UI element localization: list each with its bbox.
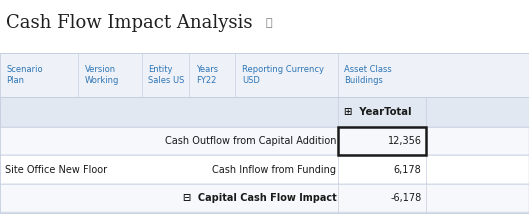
Text: Cash Inflow from Funding: Cash Inflow from Funding [213,165,336,175]
Bar [0,97,529,127]
Text: -6,178: -6,178 [390,193,422,203]
Text: Entity
Sales US: Entity Sales US [148,65,185,85]
Text: Asset Class
Buildings: Asset Class Buildings [344,65,391,85]
Text: ⊞  YearTotal: ⊞ YearTotal [344,107,412,117]
Text: 6,178: 6,178 [394,165,422,175]
Bar [0,53,529,97]
Bar [0,97,529,213]
Bar [0,155,529,184]
Bar [0,184,529,212]
Text: 12,356: 12,356 [388,136,422,146]
Bar [338,127,426,155]
Text: ⊟  Capital Cash Flow Impact: ⊟ Capital Cash Flow Impact [183,193,336,203]
Text: Cash Flow Impact Analysis: Cash Flow Impact Analysis [6,14,253,32]
Text: Reporting Currency
USD: Reporting Currency USD [242,65,324,85]
Text: Scenario
Plan: Scenario Plan [6,65,43,85]
Text: Cash Outflow from Capital Addition: Cash Outflow from Capital Addition [165,136,336,146]
Text: Site Office New Floor: Site Office New Floor [5,165,107,175]
Text: Version
Working: Version Working [85,65,119,85]
Bar [0,127,529,155]
Text: ⓘ: ⓘ [266,18,272,28]
Text: Years
FY22: Years FY22 [196,65,218,85]
